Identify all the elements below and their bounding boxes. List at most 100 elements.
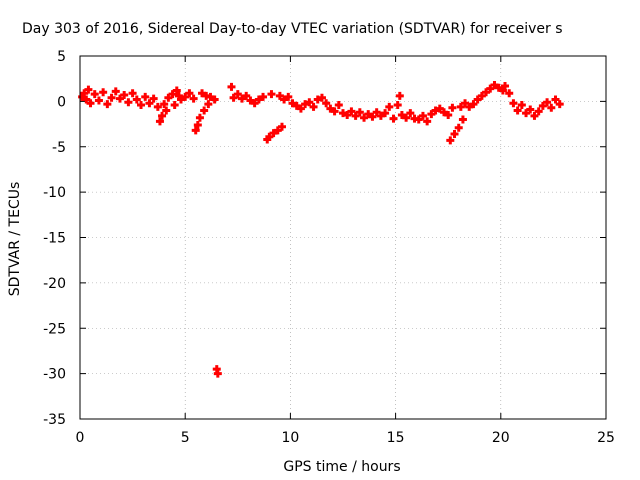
data-point <box>465 102 474 111</box>
y-tick-label: -5 <box>52 140 66 156</box>
data-point <box>160 100 169 109</box>
data-point <box>397 110 406 119</box>
y-tick-label: -10 <box>43 185 66 201</box>
data-point <box>313 95 322 104</box>
data-point <box>210 95 219 104</box>
y-axis-title: SDTVAR / TECUs <box>7 182 23 297</box>
data-point <box>259 92 268 101</box>
data-point <box>267 90 276 99</box>
axis-ticks: 0 5 10 15 20 25 5 0 -5 -10 -15 -20 -25 -30 -35 <box>43 49 615 446</box>
y-tick-label: -15 <box>43 231 66 247</box>
data-point <box>301 100 310 109</box>
data-point <box>477 91 486 100</box>
data-point <box>181 92 190 101</box>
data-point <box>372 108 381 117</box>
data-point <box>547 103 556 112</box>
data-point <box>322 99 331 108</box>
data-point <box>385 102 394 111</box>
data-point <box>461 99 470 108</box>
data-point <box>351 111 360 120</box>
data-point <box>555 100 564 109</box>
data-point <box>526 105 535 114</box>
data-point <box>389 114 398 123</box>
y-tick-label: 5 <box>57 49 66 65</box>
data-point <box>448 103 457 112</box>
x-tick-label: 20 <box>492 430 510 446</box>
data-point <box>189 94 198 103</box>
data-point <box>111 87 120 96</box>
data-point <box>543 98 552 107</box>
data-point <box>206 92 215 101</box>
data-point <box>170 101 179 110</box>
data-point <box>246 96 255 105</box>
data-point <box>469 100 478 109</box>
data-point <box>265 132 274 141</box>
data-point <box>250 99 259 108</box>
data-point <box>458 115 467 124</box>
y-tick-label: 0 <box>57 94 66 110</box>
data-point <box>242 91 251 100</box>
data-point <box>145 99 154 108</box>
data-point <box>423 117 432 126</box>
data-point <box>501 81 510 90</box>
data-point <box>435 104 444 113</box>
data-point <box>473 95 482 104</box>
x-tick-label: 0 <box>76 430 85 446</box>
data-point <box>427 110 436 119</box>
data-point <box>141 92 150 101</box>
y-tick-label: -35 <box>43 412 66 428</box>
data-point <box>450 130 459 139</box>
grid-lines <box>80 56 606 419</box>
data-point <box>149 94 158 103</box>
data-point <box>99 88 108 97</box>
data-point <box>185 89 194 98</box>
data-point <box>107 93 116 102</box>
data-point <box>522 109 531 118</box>
data-point <box>269 129 278 138</box>
data-point <box>486 84 495 93</box>
data-point <box>292 101 301 110</box>
data-point <box>172 86 181 95</box>
data-point <box>538 101 547 110</box>
data-point <box>343 110 352 119</box>
data-point <box>176 95 185 104</box>
data-point <box>213 369 222 378</box>
data-point <box>277 122 286 131</box>
data-point <box>326 104 335 113</box>
data-point <box>84 85 93 94</box>
data-point <box>103 100 112 109</box>
data-point <box>456 102 465 111</box>
data-point <box>513 106 522 115</box>
data-point <box>115 94 124 103</box>
data-point <box>158 111 167 120</box>
data-point <box>198 89 207 98</box>
data-point <box>128 89 137 98</box>
data-point <box>94 96 103 105</box>
data-point <box>132 95 141 104</box>
data-point <box>280 95 289 104</box>
data-point <box>414 115 423 124</box>
data-point <box>402 113 411 122</box>
y-tick-label: -25 <box>43 321 66 337</box>
data-point <box>162 106 171 115</box>
plot-frame <box>79 55 607 420</box>
data-point <box>330 107 339 116</box>
data-point <box>204 100 213 109</box>
x-tick-label: 10 <box>281 430 299 446</box>
data-point <box>273 126 282 135</box>
data-point <box>517 101 526 110</box>
data-point <box>238 94 247 103</box>
data-point <box>120 91 129 100</box>
data-point <box>431 106 440 115</box>
data-point <box>153 102 162 111</box>
data-point <box>254 95 263 104</box>
data-point <box>505 89 514 98</box>
data-point <box>200 106 209 115</box>
data-point <box>490 81 499 90</box>
data-point <box>296 104 305 113</box>
data-point <box>233 90 242 99</box>
data-point <box>534 107 543 116</box>
data-point <box>339 109 347 118</box>
data-point <box>355 108 364 117</box>
